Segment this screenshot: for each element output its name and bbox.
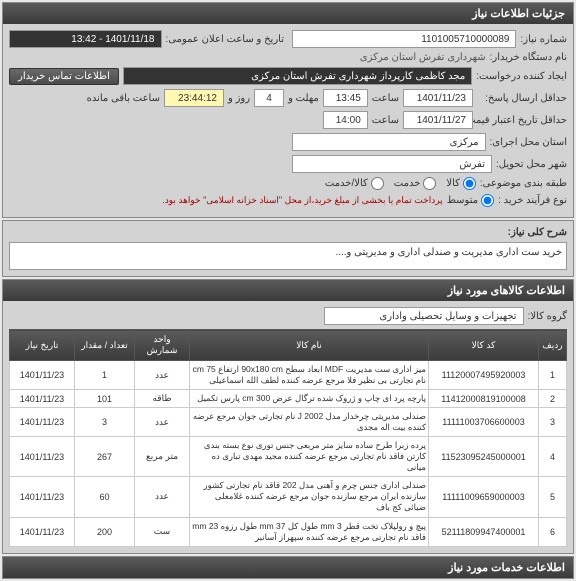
group-label: گروه کالا: xyxy=(528,311,567,322)
contact-button[interactable]: اطلاعات تماس خریدار xyxy=(9,68,119,85)
cell-unit: عدد xyxy=(135,477,190,517)
services-header: اطلاعات خدمات مورد نیاز xyxy=(3,557,573,578)
cell-date: 1401/11/23 xyxy=(10,390,75,408)
cell-n: 4 xyxy=(539,437,567,477)
need-no-label: شماره نیاز: xyxy=(520,34,567,45)
col-date: تاریخ نیاز xyxy=(10,330,75,361)
col-code: کد کالا xyxy=(429,330,539,361)
group-value: تجهیزات و وسایل تحصیلی واداری xyxy=(324,307,524,325)
main-header: جزئیات اطلاعات نیاز xyxy=(3,3,573,24)
cell-code: 52111809947400001 xyxy=(429,517,539,546)
pubdate-label: تاریخ و ساعت اعلان عمومی: xyxy=(166,34,285,45)
valid-date: 1401/11/27 xyxy=(403,111,473,129)
cell-code: 11412000819100008 xyxy=(429,390,539,408)
col-unit: واحد شمارش xyxy=(135,330,190,361)
cell-unit: ست xyxy=(135,517,190,546)
table-row: 411523095245000001پرده زبرا طرح ساده سای… xyxy=(10,437,567,477)
desc-box: خرید ست اداری مدیریت و صندلی اداری و مدی… xyxy=(9,242,567,270)
cell-qty: 101 xyxy=(75,390,135,408)
topic-goods-radio[interactable]: کالا xyxy=(446,177,476,190)
cell-qty: 267 xyxy=(75,437,135,477)
table-row: 111120007495920003میز اداری ست مدیریت MD… xyxy=(10,361,567,390)
cell-name: پرده زبرا طرح ساده سایز متر مربعی جنس تو… xyxy=(190,437,429,477)
cell-n: 2 xyxy=(539,390,567,408)
cell-qty: 3 xyxy=(75,408,135,437)
cell-date: 1401/11/23 xyxy=(10,408,75,437)
table-row: 511111009659000003صندلی اداری جنس چرم و … xyxy=(10,477,567,517)
topic-both-radio[interactable]: کالا/خدمت xyxy=(325,177,384,190)
cell-date: 1401/11/23 xyxy=(10,517,75,546)
cell-qty: 60 xyxy=(75,477,135,517)
cell-name: میز اداری ست مدیریت MDF ابعاد سطح 90x180… xyxy=(190,361,429,390)
time-label-2: ساعت xyxy=(372,115,399,126)
cell-name: پارچه پرد ای چاپ و ژروک شده ترگال عرض 30… xyxy=(190,390,429,408)
cell-name: صندلی مدیریتی چرخدار مدل 2002 J نام تجار… xyxy=(190,408,429,437)
cell-unit: عدد xyxy=(135,361,190,390)
cell-date: 1401/11/23 xyxy=(10,477,75,517)
time-label-1: ساعت xyxy=(372,93,399,104)
cell-unit: متر مربع xyxy=(135,437,190,477)
table-row: 652111809947400001پیچ و رولپلاک تخت قطر … xyxy=(10,517,567,546)
buyer-value: شهرداری تفرش استان مرکزی xyxy=(360,52,486,63)
deadline-date: 1401/11/23 xyxy=(403,89,473,107)
cell-date: 1401/11/23 xyxy=(10,361,75,390)
exec-prov-value: مرکزی xyxy=(292,133,486,151)
desc-label: شرح کلی نیاز: xyxy=(508,227,567,238)
cell-n: 6 xyxy=(539,517,567,546)
cell-name: پیچ و رولپلاک تخت قطر 3 mm طول کل 37 mm … xyxy=(190,517,429,546)
buyer-label: نام دستگاه خریدار: xyxy=(490,52,567,63)
valid-label: حداقل تاریخ اعتبار قیمت تا تاریخ: xyxy=(477,115,567,126)
cell-code: 11111009659000003 xyxy=(429,477,539,517)
deadline-label: حداقل ارسال پاسخ: xyxy=(477,93,567,104)
proc-note: پرداخت تمام یا بخشی از مبلغ خرید،از محل … xyxy=(162,195,442,206)
cell-code: 11120007495920003 xyxy=(429,361,539,390)
exec-prov-label: استان محل اجرای: xyxy=(490,137,567,148)
cell-code: 11523095245000001 xyxy=(429,437,539,477)
table-row: 311111003706600003صندلی مدیریتی چرخدار م… xyxy=(10,408,567,437)
cell-qty: 1 xyxy=(75,361,135,390)
need-no-value: 1101005710000089 xyxy=(292,30,516,48)
proc-mid-radio[interactable]: متوسط xyxy=(447,194,494,207)
cell-date: 1401/11/23 xyxy=(10,437,75,477)
topic-radio-group: کالا خدمت کالا/خدمت xyxy=(325,177,476,190)
dur-label-1: مهلت و xyxy=(288,93,319,104)
requester-label: ایجاد کننده درخواست: xyxy=(476,71,567,82)
pubdate-value: 1401/11/18 - 13:42 xyxy=(9,30,162,48)
remain-time: 23:44:12 xyxy=(164,89,224,107)
deliver-city-label: شهر محل تحویل: xyxy=(496,159,567,170)
deliver-city-value: تفرش xyxy=(292,155,492,173)
topic-label: طبقه بندی موضوعی: xyxy=(480,178,567,189)
col-qty: تعداد / مقدار xyxy=(75,330,135,361)
cell-n: 5 xyxy=(539,477,567,517)
col-row: ردیف xyxy=(539,330,567,361)
proc-radio-group: متوسط xyxy=(447,194,494,207)
cell-n: 3 xyxy=(539,408,567,437)
cell-unit: طاقه xyxy=(135,390,190,408)
dur-value: 4 xyxy=(254,89,284,107)
cell-unit: عدد xyxy=(135,408,190,437)
requester-value: مجد کاظمی کارپرداز شهرداری تفرش استان مر… xyxy=(123,67,472,85)
col-name: نام کالا xyxy=(190,330,429,361)
cell-n: 1 xyxy=(539,361,567,390)
valid-time: 14:00 xyxy=(323,111,368,129)
dur-label-2: روز و xyxy=(228,93,250,104)
cell-code: 11111003706600003 xyxy=(429,408,539,437)
items-table: ردیف کد کالا نام کالا واحد شمارش تعداد /… xyxy=(9,329,567,547)
deadline-time: 13:45 xyxy=(323,89,368,107)
table-row: 211412000819100008پارچه پرد ای چاپ و ژرو… xyxy=(10,390,567,408)
proc-label: نوع فرآیند خرید : xyxy=(498,195,567,206)
topic-service-radio[interactable]: خدمت xyxy=(394,177,437,190)
items-header: اطلاعات کالاهای مورد نیاز xyxy=(3,280,573,301)
cell-qty: 200 xyxy=(75,517,135,546)
remain-label: ساعت باقی مانده xyxy=(87,93,160,104)
cell-name: صندلی اداری جنس چرم و آهنی مدل 202 فاقد … xyxy=(190,477,429,517)
